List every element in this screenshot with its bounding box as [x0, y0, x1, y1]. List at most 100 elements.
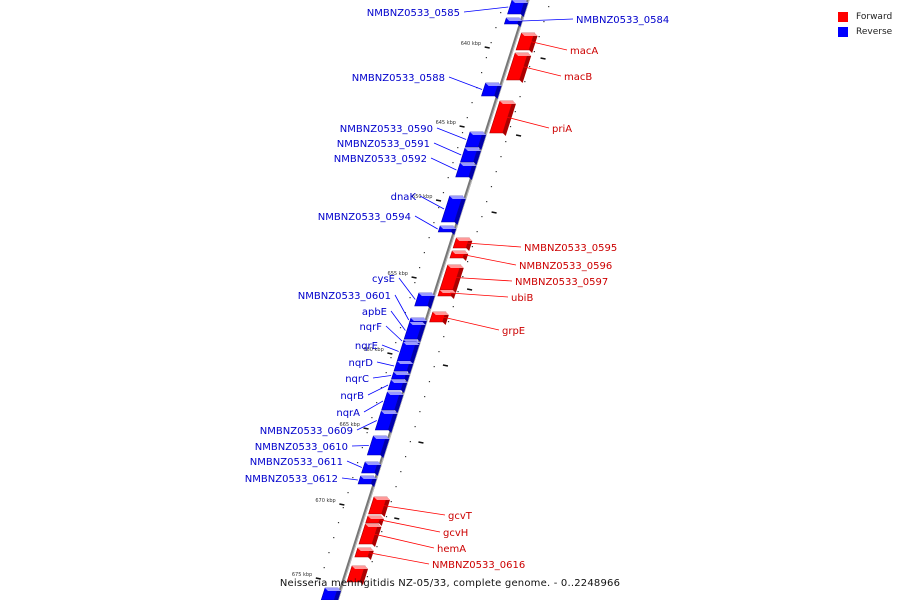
tick-mark: [442, 364, 449, 367]
gene-label-nqrA: nqrA: [336, 408, 360, 419]
tick-mark: [484, 46, 490, 49]
gene-label-NMBNZ0533_0584: NMBNZ0533_0584: [576, 15, 669, 26]
track-dot: [438, 351, 440, 353]
tick-mark: [411, 276, 417, 279]
track-dot: [328, 552, 330, 554]
gene-NMBNZ0533_0592-side: [468, 163, 477, 180]
gene-callout: [442, 316, 500, 331]
gene-label-gcvT: gcvT: [448, 511, 473, 522]
gene-NMBNZ0533_0585-side: [520, 0, 528, 17]
track-dot: [509, 126, 512, 128]
gene-nqrE-side: [410, 342, 420, 364]
gene-NMBNZ0533_0588-top: [485, 83, 502, 86]
gene-callout: [390, 310, 406, 331]
gene-label-NMBNZ0533_0612: NMBNZ0533_0612: [245, 474, 338, 485]
tick-mark: [418, 441, 424, 444]
track-dot: [471, 246, 473, 248]
gene-cysE-side: [427, 293, 435, 309]
track-dot: [318, 582, 321, 584]
legend: Forward Reverse: [838, 9, 892, 39]
gene-label-ubiB: ubiB: [511, 293, 533, 304]
track-dot: [433, 222, 435, 224]
gene-label-macA: macA: [570, 46, 598, 57]
gene-callout: [367, 384, 389, 396]
gene-NMBNZ0533_0616-top: [357, 548, 374, 551]
gene-callout: [522, 66, 562, 77]
gene-NMBNZ0533_0592-top: [460, 163, 477, 166]
tick-label: 655 kbp: [388, 271, 408, 277]
track-dot: [333, 537, 335, 539]
gene-gcvT-side: [381, 497, 390, 517]
gene-NMBNZ0533_0612-top: [360, 476, 377, 479]
track-dot: [395, 342, 397, 344]
track-dot: [495, 171, 497, 173]
track-dot: [424, 396, 426, 398]
track-dot: [442, 192, 445, 194]
gene-macB-side: [519, 53, 532, 83]
gene-nqrC-top: [393, 372, 410, 375]
gene-callout: [376, 361, 395, 367]
track-dot: [323, 567, 325, 569]
legend-forward-swatch: [838, 11, 848, 22]
gene-nqrA-top: [387, 392, 404, 395]
gene-NMBNZ0533_0585-top: [512, 0, 528, 3]
gene-dnaK-side: [454, 196, 466, 225]
gene-label-NMBNZ0533_0594: NMBNZ0533_0594: [318, 212, 411, 223]
gene-callout: [436, 127, 467, 140]
gene-label-nqrD: nqrD: [349, 358, 374, 369]
track-dot: [495, 27, 497, 29]
track-dot: [361, 447, 363, 449]
gene-label-NMBNZ0533_0595: NMBNZ0533_0595: [524, 243, 617, 254]
legend-forward-label: Forward: [856, 11, 893, 22]
gene-label-nqrF: nqrF: [359, 322, 382, 333]
gene-callout: [363, 400, 384, 413]
track-dot: [414, 282, 416, 284]
track-dot: [423, 252, 425, 254]
gene-nqrD-side: [407, 361, 414, 374]
gene-NMBNZ0533_0588-side: [494, 83, 502, 99]
track-dot: [337, 522, 340, 524]
gene-NMBNZ0533_0590-side: [478, 132, 487, 150]
gene-nqrE-top: [403, 342, 420, 345]
gene-gcvH-top: [367, 516, 384, 519]
gene-macB-top: [515, 53, 532, 56]
gene-NMBNZ0533_0610-top: [373, 436, 390, 439]
gene-NMBNZ0533_0594-top: [440, 226, 457, 229]
track-dot: [376, 546, 378, 548]
gene-callout: [372, 375, 392, 379]
track-dot: [404, 312, 406, 314]
track-dot: [514, 111, 516, 113]
track-dot: [485, 57, 487, 59]
track-dot: [399, 327, 402, 329]
tick-label: 670 kbp: [315, 498, 335, 504]
gene-label-hemA: hemA: [437, 544, 466, 555]
gene-nqrA-side: [394, 392, 404, 413]
track-dot: [433, 366, 435, 368]
tick-label: 645 kbp: [436, 120, 456, 126]
track-dot: [342, 507, 344, 509]
track-dot: [452, 306, 454, 308]
track-dot: [385, 372, 387, 374]
track-dot: [419, 411, 421, 413]
gene-partial-forward-side: [359, 566, 369, 585]
gene-callout: [430, 157, 457, 171]
gene-label-NMBNZ0533_0588: NMBNZ0533_0588: [352, 73, 445, 84]
gene-callout: [463, 6, 509, 13]
gene-callout: [462, 254, 517, 266]
track-dot: [461, 132, 464, 134]
gene-NMBNZ0533_0584-top: [506, 18, 523, 21]
track-dot: [381, 531, 383, 533]
track-dot: [352, 477, 354, 479]
track-dot: [476, 231, 478, 233]
track-dot: [371, 561, 373, 563]
tick-mark: [435, 199, 442, 202]
track-dot: [356, 462, 359, 464]
gene-callout: [394, 294, 410, 321]
gene-label-NMBNZ0533_0609: NMBNZ0533_0609: [260, 426, 353, 437]
track-dot: [457, 147, 459, 149]
track-dot: [490, 186, 493, 188]
track-dot: [400, 471, 402, 473]
track-dot: [481, 72, 483, 74]
gene-callout: [448, 76, 483, 90]
